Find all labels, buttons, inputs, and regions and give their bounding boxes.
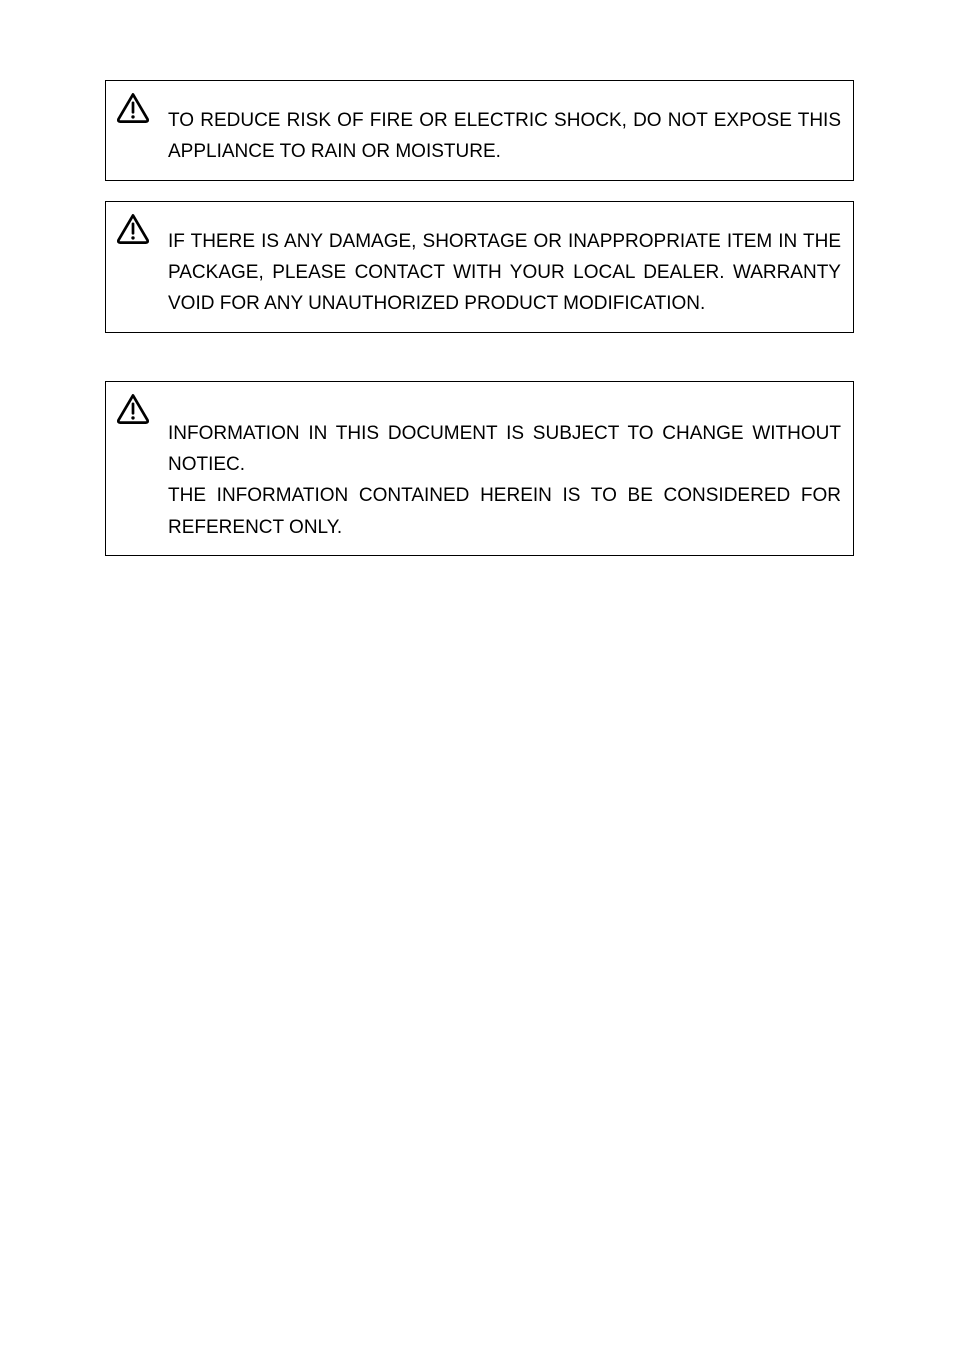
warning-text-1: TO REDUCE RISK OF FIRE OR ELECTRIC SHOCK… — [168, 89, 841, 168]
warning-box-1: TO REDUCE RISK OF FIRE OR ELECTRIC SHOCK… — [105, 80, 854, 181]
warning-text-3: INFORMATION IN THIS DOCUMENT IS SUBJECT … — [168, 390, 841, 543]
warning-icon — [116, 212, 150, 246]
warning-icon — [116, 91, 150, 125]
warning-text-2: IF THERE IS ANY DAMAGE, SHORTAGE OR INAP… — [168, 210, 841, 320]
warning-box-2: IF THERE IS ANY DAMAGE, SHORTAGE OR INAP… — [105, 201, 854, 333]
warning-icon — [116, 392, 150, 426]
warning-box-3: INFORMATION IN THIS DOCUMENT IS SUBJECT … — [105, 381, 854, 556]
